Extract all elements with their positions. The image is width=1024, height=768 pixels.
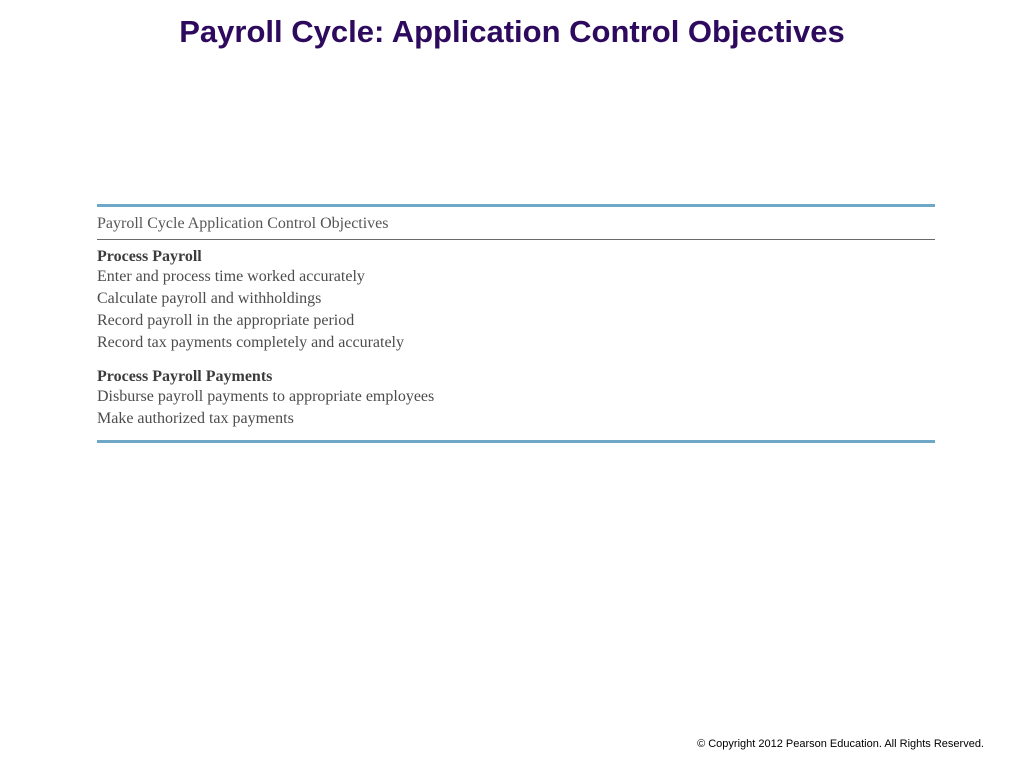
objectives-table: Payroll Cycle Application Control Object… — [97, 204, 935, 443]
slide-title: Payroll Cycle: Application Control Objec… — [0, 14, 1024, 50]
objective-item: Enter and process time worked accurately — [97, 266, 935, 288]
section-title-process-payments: Process Payroll Payments — [97, 368, 935, 386]
objective-item: Record tax payments completely and accur… — [97, 332, 935, 354]
table-header: Payroll Cycle Application Control Object… — [97, 213, 935, 240]
objective-item: Calculate payroll and withholdings — [97, 288, 935, 310]
top-rule — [97, 204, 935, 207]
objective-item: Make authorized tax payments — [97, 408, 935, 430]
slide: Payroll Cycle: Application Control Objec… — [0, 0, 1024, 768]
objective-item: Disburse payroll payments to appropriate… — [97, 386, 935, 408]
section-title-process-payroll: Process Payroll — [97, 248, 935, 266]
copyright-footer: © Copyright 2012 Pearson Education. All … — [697, 738, 984, 750]
objective-item: Record payroll in the appropriate period — [97, 310, 935, 332]
table-body: Process Payroll Enter and process time w… — [97, 240, 935, 443]
